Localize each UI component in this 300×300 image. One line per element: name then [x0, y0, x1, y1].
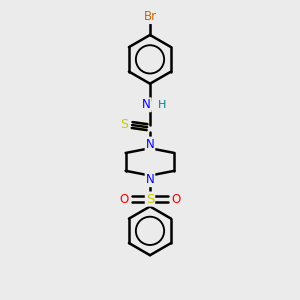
Text: Br: Br	[143, 10, 157, 23]
Text: O: O	[119, 193, 128, 206]
Text: N: N	[146, 138, 154, 151]
Text: S: S	[146, 193, 154, 206]
Text: H: H	[158, 100, 166, 110]
Text: O: O	[172, 193, 181, 206]
Text: N: N	[142, 98, 151, 111]
Text: S: S	[120, 118, 128, 131]
Text: N: N	[146, 173, 154, 186]
